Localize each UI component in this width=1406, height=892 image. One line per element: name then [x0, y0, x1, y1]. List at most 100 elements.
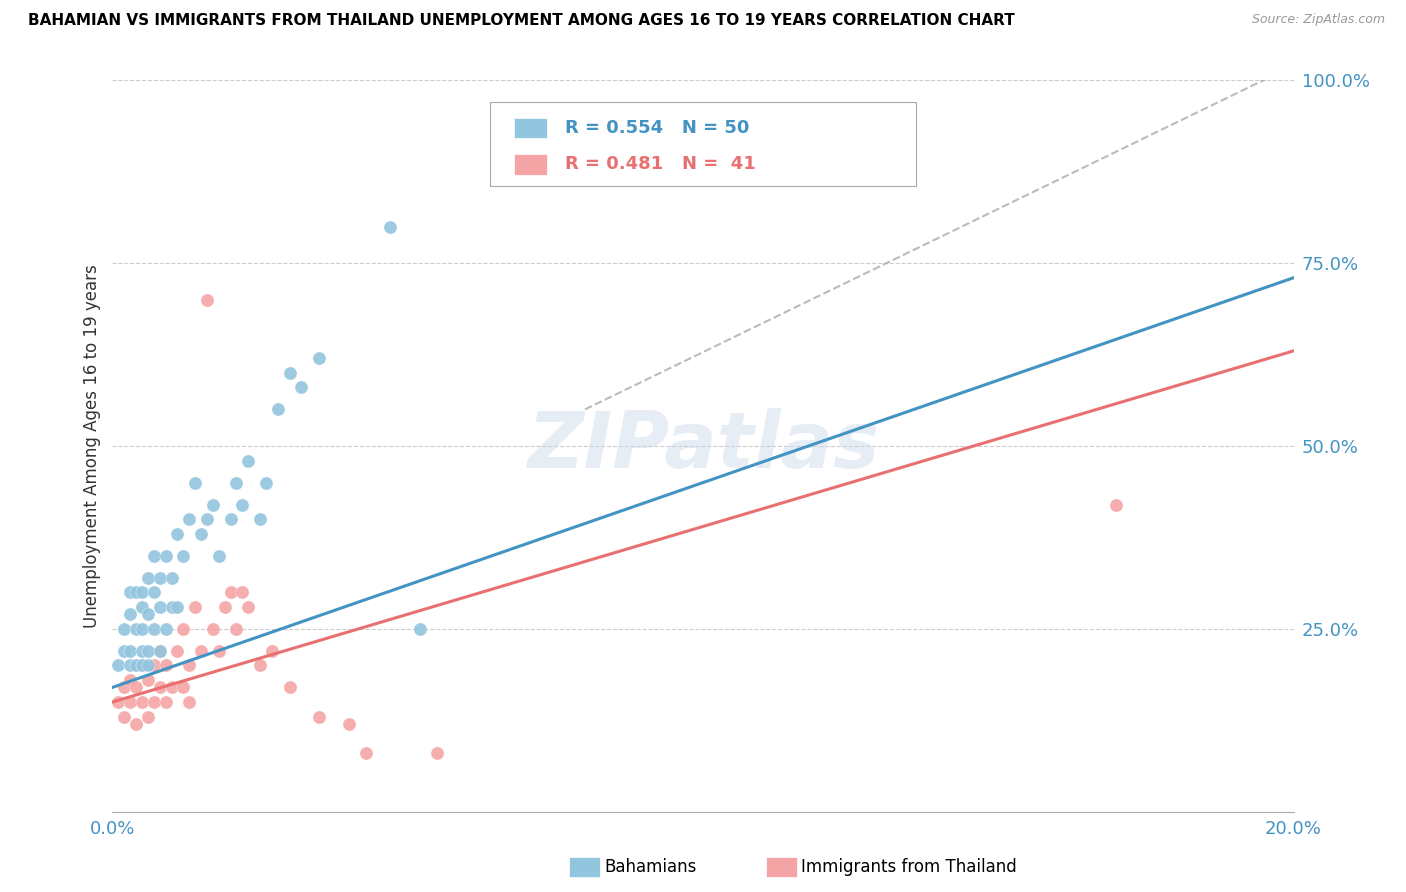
Text: R = 0.481   N =  41: R = 0.481 N = 41	[565, 155, 755, 173]
Point	[125, 681, 148, 695]
Y-axis label: Unemployment Among Ages 16 to 19 years: Unemployment Among Ages 16 to 19 years	[83, 264, 101, 628]
Point	[408, 622, 430, 636]
Point	[249, 512, 271, 526]
Point	[231, 585, 253, 599]
Point	[142, 658, 165, 673]
Point	[136, 607, 159, 622]
Point	[131, 622, 153, 636]
Point	[195, 512, 218, 526]
Point	[142, 549, 165, 563]
Point	[136, 673, 159, 687]
Point	[142, 622, 165, 636]
Point	[112, 644, 135, 658]
Point	[131, 599, 153, 614]
Point	[1105, 498, 1128, 512]
Point	[120, 658, 142, 673]
Point	[172, 681, 194, 695]
Point	[278, 366, 301, 380]
Point	[131, 658, 153, 673]
Point	[238, 599, 260, 614]
Point	[184, 475, 207, 490]
Point	[120, 607, 142, 622]
Point	[214, 599, 236, 614]
Text: R = 0.554   N = 50: R = 0.554 N = 50	[565, 119, 749, 136]
Point	[131, 644, 153, 658]
Point	[166, 599, 188, 614]
Point	[278, 681, 301, 695]
Point	[160, 571, 183, 585]
Point	[225, 475, 247, 490]
Point	[225, 622, 247, 636]
Point	[112, 709, 135, 723]
Point	[120, 644, 142, 658]
Point	[131, 695, 153, 709]
Point	[201, 498, 224, 512]
Point	[136, 644, 159, 658]
Point	[149, 644, 172, 658]
Point	[107, 658, 129, 673]
Point	[260, 644, 283, 658]
Point	[125, 622, 148, 636]
Point	[337, 717, 360, 731]
Point	[160, 681, 183, 695]
Point	[136, 709, 159, 723]
Point	[172, 622, 194, 636]
Point	[120, 585, 142, 599]
Point	[308, 351, 330, 366]
Point	[142, 695, 165, 709]
Point	[155, 622, 177, 636]
Point	[308, 709, 330, 723]
Point	[112, 681, 135, 695]
Bar	[515, 118, 547, 138]
Point	[208, 644, 231, 658]
Point	[125, 717, 148, 731]
Point	[149, 644, 172, 658]
Point	[120, 673, 142, 687]
Point	[160, 599, 183, 614]
Point	[378, 219, 401, 234]
Point	[166, 526, 188, 541]
Point	[125, 658, 148, 673]
Point	[131, 658, 153, 673]
Point	[149, 571, 172, 585]
Point	[107, 695, 129, 709]
Point	[172, 549, 194, 563]
Point	[219, 585, 242, 599]
Point	[155, 695, 177, 709]
Point	[208, 549, 231, 563]
FancyBboxPatch shape	[491, 103, 915, 186]
Point	[179, 512, 201, 526]
Point	[267, 402, 290, 417]
Point	[231, 498, 253, 512]
Point	[125, 585, 148, 599]
Point	[179, 658, 201, 673]
Point	[136, 658, 159, 673]
Point	[190, 644, 212, 658]
Point	[149, 681, 172, 695]
Point	[184, 599, 207, 614]
Point	[290, 380, 312, 394]
Bar	[515, 154, 547, 175]
Point	[190, 526, 212, 541]
Point	[426, 746, 449, 760]
Point	[195, 293, 218, 307]
Point	[149, 599, 172, 614]
Point	[249, 658, 271, 673]
Point	[201, 622, 224, 636]
Point	[120, 695, 142, 709]
Point	[131, 585, 153, 599]
Point	[112, 622, 135, 636]
Point	[166, 644, 188, 658]
Point	[238, 453, 260, 467]
Text: ZIPatlas: ZIPatlas	[527, 408, 879, 484]
Point	[254, 475, 277, 490]
Point	[219, 512, 242, 526]
Text: Source: ZipAtlas.com: Source: ZipAtlas.com	[1251, 13, 1385, 27]
Point	[136, 571, 159, 585]
Point	[142, 585, 165, 599]
Text: Bahamians: Bahamians	[605, 858, 697, 876]
Point	[179, 695, 201, 709]
Text: BAHAMIAN VS IMMIGRANTS FROM THAILAND UNEMPLOYMENT AMONG AGES 16 TO 19 YEARS CORR: BAHAMIAN VS IMMIGRANTS FROM THAILAND UNE…	[28, 13, 1015, 29]
Point	[155, 658, 177, 673]
Point	[155, 549, 177, 563]
